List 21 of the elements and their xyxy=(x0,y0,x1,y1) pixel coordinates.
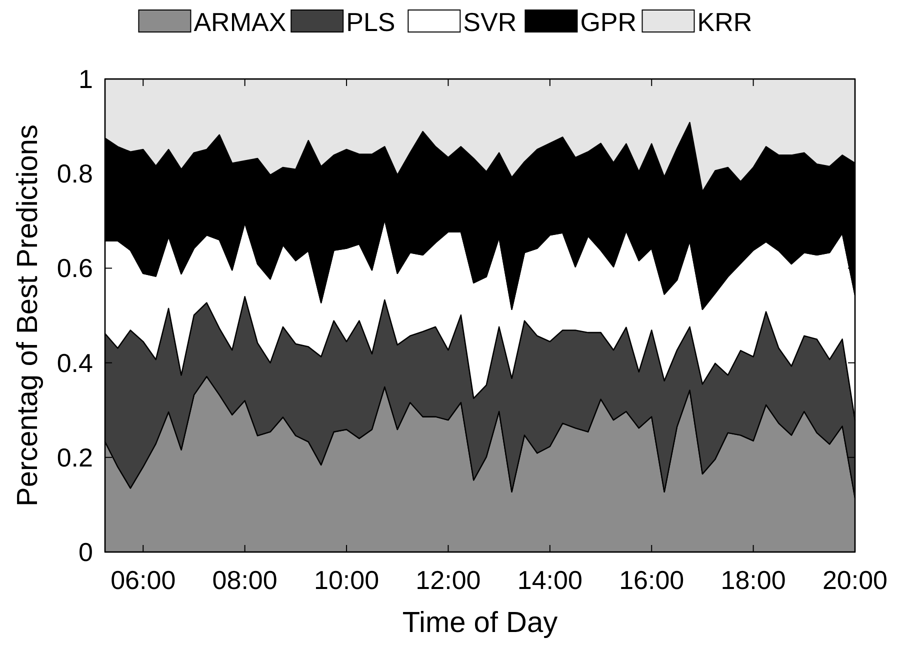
x-tick-label: 08:00 xyxy=(212,565,278,595)
x-tick-label: 16:00 xyxy=(619,565,684,595)
y-tick-label: 1 xyxy=(78,64,93,94)
x-tick-label: 14:00 xyxy=(517,565,582,595)
y-tick-label: 0.8 xyxy=(56,158,93,189)
x-tick-label: 18:00 xyxy=(720,565,786,595)
legend-label: GPR xyxy=(580,7,637,37)
x-tick-label: 10:00 xyxy=(314,565,380,595)
y-axis-title: Percentag of Best Predictions xyxy=(12,124,44,507)
legend-label: SVR xyxy=(463,7,517,37)
x-axis-title: Time of Day xyxy=(402,607,558,639)
y-tick-label: 0.6 xyxy=(56,253,93,284)
x-tick-label: 06:00 xyxy=(110,565,176,595)
x-tick-label: 12:00 xyxy=(416,565,481,595)
y-tick-label: 0 xyxy=(78,537,93,567)
x-tick-label: 20:00 xyxy=(822,565,888,595)
legend-label: PLS xyxy=(346,7,396,37)
legend-label: ARMAX xyxy=(194,7,286,37)
y-tick-label: 0.4 xyxy=(56,348,93,378)
y-tick-label: 0.2 xyxy=(56,442,93,472)
legend-label: KRR xyxy=(697,7,752,37)
